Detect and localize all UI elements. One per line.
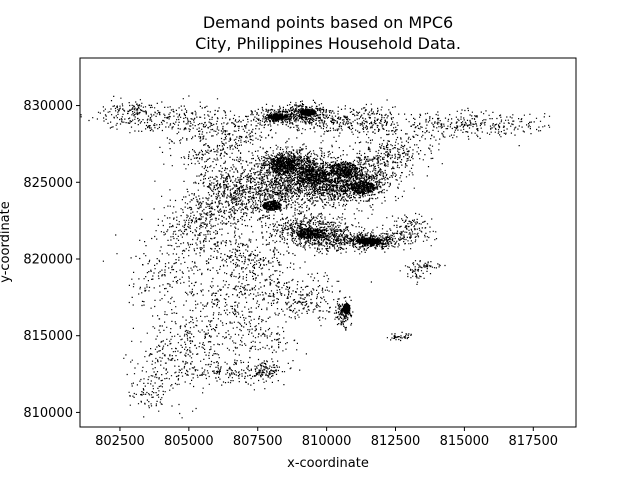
chart-title-line-2: City, Philippines Household Data. [195, 34, 461, 53]
y-tick-label: 825000 [23, 176, 73, 191]
x-tick-label: 815000 [440, 434, 490, 449]
chart-title: Demand points based on MPC6 City, Philip… [195, 13, 461, 53]
x-tick-label: 802500 [95, 434, 145, 449]
x-axis-label: x-coordinate [287, 456, 369, 471]
y-axis-ticks: 810000 815000 820000 825000 830000 [23, 99, 80, 421]
x-tick-label: 810000 [302, 434, 352, 449]
y-tick-label: 820000 [23, 252, 73, 267]
y-tick-label: 810000 [23, 406, 73, 421]
x-tick-label: 807500 [233, 434, 283, 449]
y-tick-label: 815000 [23, 329, 73, 344]
demand-points [80, 95, 551, 419]
demand-point-markers [80, 95, 551, 419]
y-tick-label: 830000 [23, 99, 73, 114]
y-axis-label: y-coordinate [0, 201, 13, 283]
x-axis-ticks: 802500 805000 807500 810000 812500 815000 8175… [95, 427, 558, 449]
chart-title-line-1: Demand points based on MPC6 [203, 13, 453, 32]
x-tick-label: 817500 [508, 434, 558, 449]
x-tick-label: 805000 [164, 434, 214, 449]
x-tick-label: 812500 [371, 434, 421, 449]
plot-area-frame [79, 57, 577, 428]
